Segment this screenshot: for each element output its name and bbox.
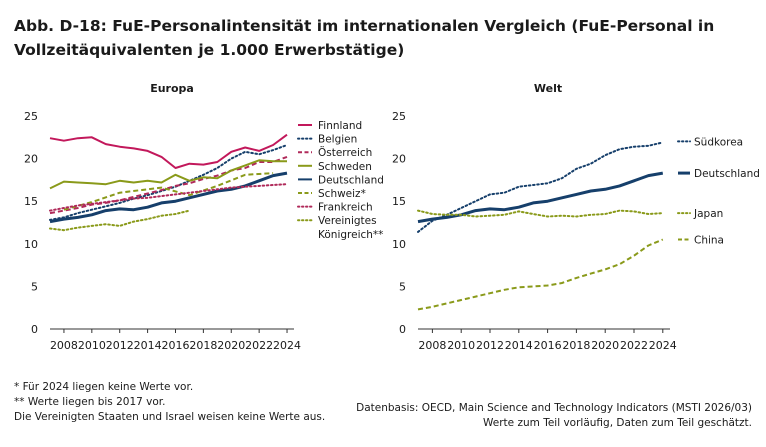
series-line-finnland [49, 133, 288, 169]
y-tick-label: 15 [392, 195, 406, 208]
y-tick-label: 5 [31, 280, 38, 293]
series-line-japan [417, 209, 664, 218]
y-tick-label: 10 [392, 238, 406, 251]
x-tick-label: 2018 [189, 339, 217, 352]
series-line-deutschland [49, 171, 288, 224]
x-tick-label: 2016 [534, 339, 562, 352]
x-tick-label: 2008 [50, 339, 78, 352]
x-tick-label: 2010 [78, 339, 106, 352]
y-tick-label: 5 [399, 280, 406, 293]
footnote-line: ** Werte liegen bis 2017 vor. [14, 396, 166, 408]
y-tick-label: 15 [24, 195, 38, 208]
x-tick-label: 2022 [245, 339, 273, 352]
legend-label: Deutschland [694, 168, 760, 180]
panel-title: Welt [534, 82, 562, 95]
source-line: Werte zum Teil vorläufig, Daten zum Teil… [483, 417, 752, 429]
source-note: Datenbasis: OECD, Main Science and Techn… [356, 401, 752, 431]
legend-label: Schweden [318, 161, 372, 173]
legend-label: Königreich** [318, 229, 383, 241]
x-tick-label: 2018 [562, 339, 590, 352]
series-line-südkorea [417, 141, 664, 233]
panel-title: Europa [150, 82, 194, 95]
source-line: Datenbasis: OECD, Main Science and Techn… [356, 402, 752, 414]
y-tick-label: 10 [24, 238, 38, 251]
legend-label: Japan [693, 208, 723, 220]
x-tick-label: 2016 [161, 339, 189, 352]
series-line-china [417, 238, 664, 311]
x-tick-label: 2024 [273, 339, 301, 352]
x-tick-label: 2008 [418, 339, 446, 352]
x-tick-label: 2024 [649, 339, 677, 352]
legend-label: Belgien [318, 134, 357, 146]
series-line-frankreich [49, 183, 288, 212]
footnotes-left: * Für 2024 liegen keine Werte vor. ** We… [14, 380, 325, 425]
legend-label: Deutschland [318, 174, 384, 186]
legend-label: Südkorea [694, 136, 743, 148]
y-tick-label: 0 [31, 323, 38, 336]
figure-title: Abb. D-18: FuE-Personalintensität im int… [14, 17, 715, 59]
y-tick-label: 20 [24, 153, 38, 166]
legend-label: China [694, 235, 724, 247]
x-tick-label: 2010 [447, 339, 475, 352]
x-tick-label: 2022 [620, 339, 648, 352]
legend-label: Vereinigtes [318, 215, 377, 227]
series-line-schweiz- [63, 172, 274, 211]
y-tick-label: 0 [399, 323, 406, 336]
y-tick-label: 25 [392, 110, 406, 123]
series-line-vereinigtes-königreich- [49, 209, 191, 232]
series-line-schweden [49, 159, 287, 190]
x-tick-label: 2014 [134, 339, 162, 352]
legend-label: Österreich [318, 146, 372, 159]
legend-label: Frankreich [318, 202, 373, 214]
x-tick-label: 2020 [591, 339, 619, 352]
x-tick-label: 2012 [476, 339, 504, 352]
series-line-österreich [49, 155, 288, 215]
footnote-line: * Für 2024 liegen keine Werte vor. [14, 381, 194, 393]
footnote-line: Die Vereinigten Staaten und Israel weise… [14, 411, 326, 423]
y-tick-label: 25 [24, 110, 38, 123]
y-tick-label: 20 [392, 153, 406, 166]
x-tick-label: 2014 [505, 339, 533, 352]
legend-label: Schweiz* [318, 188, 366, 200]
legend-label: Finnland [318, 120, 362, 132]
x-tick-label: 2020 [217, 339, 245, 352]
x-tick-label: 2012 [106, 339, 134, 352]
